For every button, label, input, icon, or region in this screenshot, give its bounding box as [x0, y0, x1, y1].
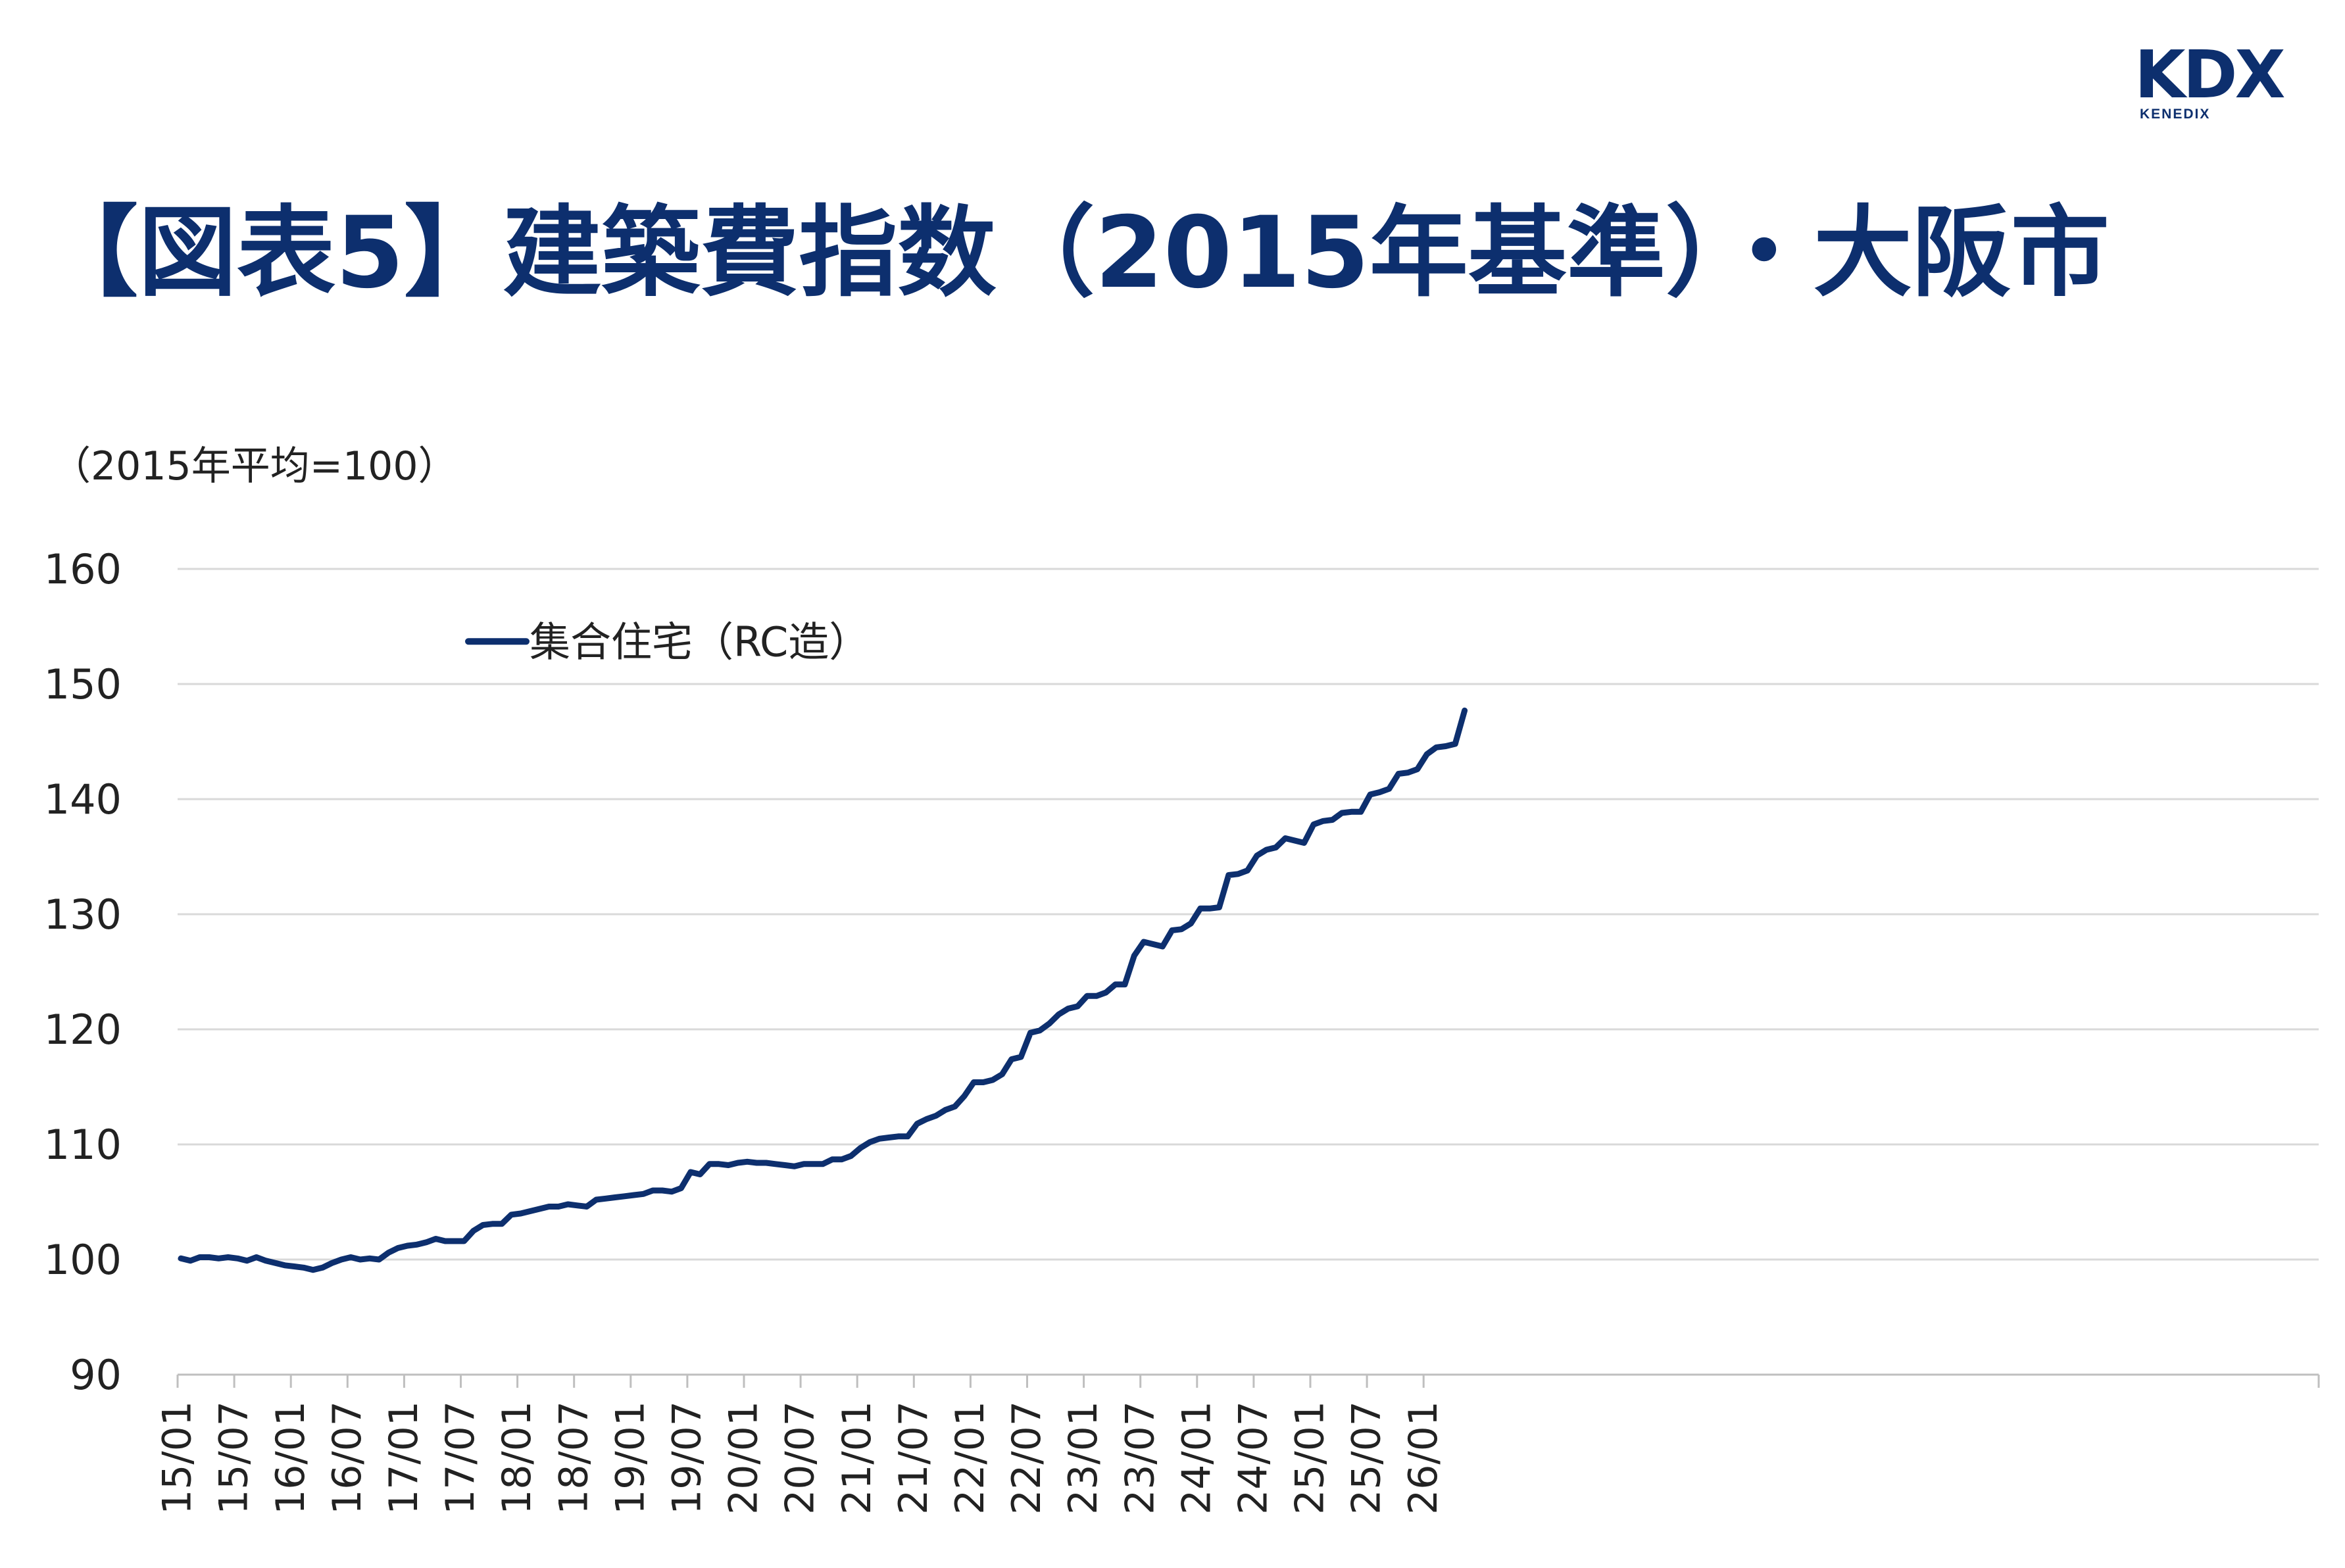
- x-tick-label: 17/07: [437, 1401, 483, 1515]
- x-tick-label: 24/01: [1173, 1401, 1220, 1515]
- y-tick-label-90: 90: [70, 1351, 122, 1399]
- x-tick-label: 15/01: [155, 1401, 201, 1515]
- x-tick-label: 19/07: [664, 1401, 710, 1515]
- x-tick-label: 23/07: [1117, 1401, 1163, 1515]
- y-tick-label-100: 100: [44, 1236, 122, 1284]
- x-tick-label: 25/07: [1344, 1401, 1390, 1515]
- kdx-logo: KDX KENEDIX: [2135, 42, 2296, 128]
- legend-label: 集合住宅（RC造）: [530, 618, 870, 666]
- y-axis-unit-label: （2015年平均=100）: [51, 443, 458, 489]
- x-tick-label: 17/01: [381, 1401, 427, 1515]
- x-tick-label: 15/07: [211, 1401, 257, 1515]
- x-tick-label: 20/01: [721, 1401, 767, 1515]
- y-tick-label-130: 130: [44, 891, 122, 939]
- x-tick-label: 18/01: [494, 1401, 540, 1515]
- x-tick-label: 25/01: [1287, 1401, 1333, 1515]
- x-tick-label: 21/01: [834, 1401, 880, 1515]
- page-title: 【図表5】建築費指数（2015年基準）・大阪市: [39, 196, 2110, 310]
- x-tick-label: 16/01: [268, 1401, 314, 1515]
- x-tick-label: 26/01: [1400, 1401, 1446, 1515]
- x-tick-label: 16/07: [324, 1401, 370, 1515]
- x-tick-label: 19/01: [607, 1401, 653, 1515]
- y-tick-label-110: 110: [44, 1121, 122, 1169]
- logo-text: KDX: [2135, 36, 2286, 113]
- x-tick-label: 20/07: [778, 1401, 824, 1515]
- x-tick-label: 21/07: [891, 1401, 937, 1515]
- x-tick-label: 23/01: [1060, 1401, 1106, 1515]
- logo-subtext: KENEDIX: [2140, 107, 2211, 122]
- y-tick-label-160: 160: [44, 545, 122, 593]
- series-line-0: [178, 707, 1468, 1273]
- x-tick-label: 24/07: [1230, 1401, 1276, 1515]
- x-tick-label: 18/07: [551, 1401, 597, 1515]
- y-tick-label-140: 140: [44, 775, 122, 823]
- y-tick-label-120: 120: [44, 1006, 122, 1054]
- x-tick-label: 22/01: [947, 1401, 993, 1515]
- y-tick-label-150: 150: [44, 660, 122, 708]
- x-tick-label: 22/07: [1004, 1401, 1050, 1515]
